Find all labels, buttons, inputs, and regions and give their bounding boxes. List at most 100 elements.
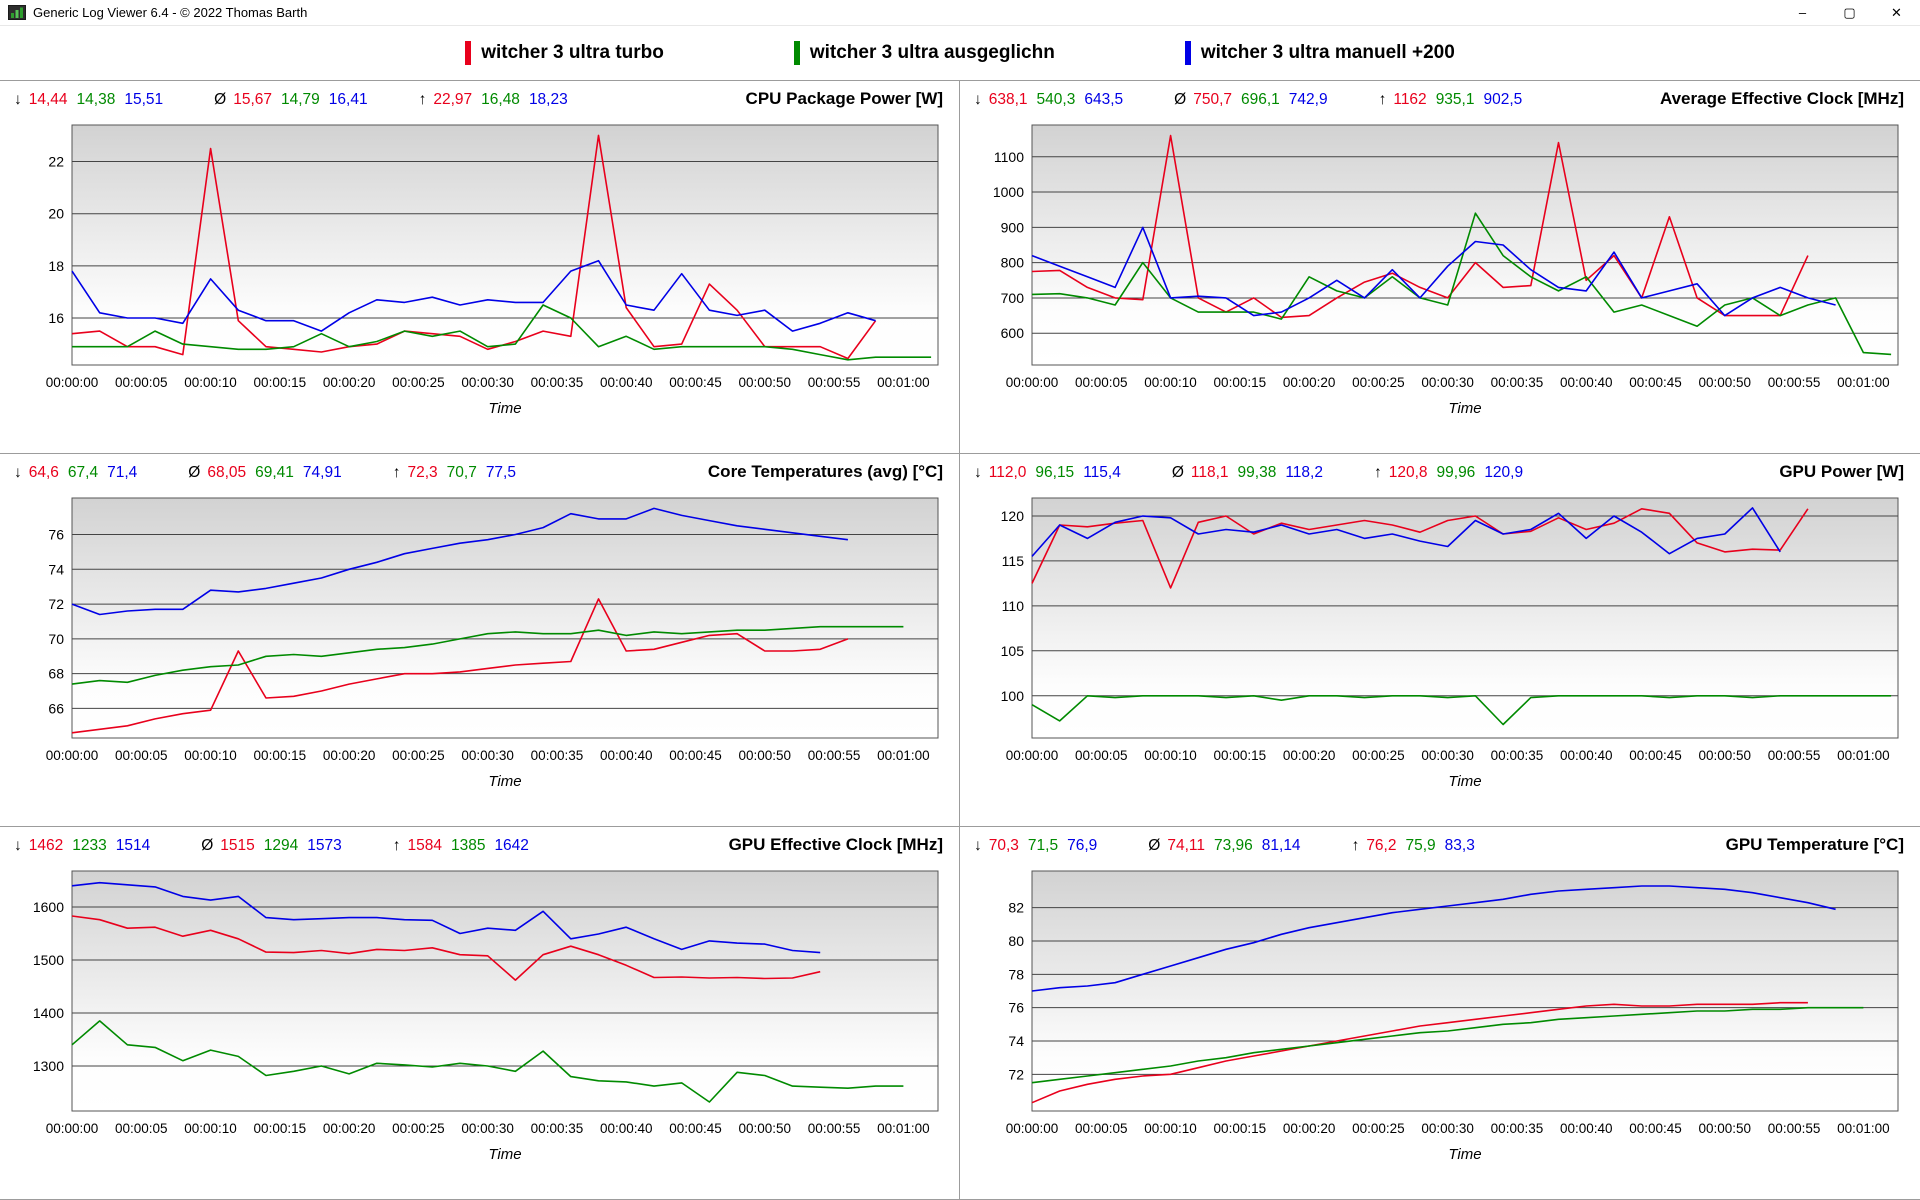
window-title: Generic Log Viewer 6.4 - © 2022 Thomas B… — [33, 5, 308, 20]
maximize-button[interactable]: ▢ — [1843, 4, 1856, 20]
y-tick-label: 800 — [1001, 255, 1025, 271]
x-tick-label: 00:00:35 — [1491, 1121, 1544, 1136]
stat-value: 14,38 — [76, 91, 116, 108]
x-tick-label: 00:00:55 — [1768, 1121, 1821, 1136]
chart-header: ↓ 70,3 71,5 76,9 Ø 74,11 73,96 81,14 ↑ 76,2 75,9 83… — [974, 835, 1910, 865]
stat-symbol-min: ↓ — [974, 91, 982, 108]
x-tick-label: 00:01:00 — [1837, 748, 1890, 763]
chart-plot: 72 74 76 78 80 82 00:00:00 00:00:05 00:00:10 00:0… — [1006, 870, 1899, 1163]
stat-value: 83,3 — [1444, 837, 1475, 854]
x-tick-label: 00:00:15 — [1214, 748, 1267, 763]
x-tick-label: 00:00:40 — [600, 375, 653, 390]
minimize-button[interactable]: – — [1798, 5, 1807, 20]
stat-value: 742,9 — [1288, 91, 1328, 108]
plot-background — [1031, 870, 1899, 1112]
y-tick-label: 120 — [1001, 508, 1025, 524]
y-tick-label: 78 — [1008, 966, 1024, 982]
window-controls: – ▢ ✕ — [1779, 0, 1920, 25]
stat-value: 1294 — [263, 837, 299, 854]
chart-plot: 66 68 70 72 74 76 00:00:00 00:00:05 00:00:10 00:0… — [46, 497, 939, 790]
x-tick-label: 00:00:20 — [1283, 1121, 1336, 1136]
stat-value: 14,79 — [281, 91, 320, 108]
close-button[interactable]: ✕ — [1891, 4, 1902, 20]
stat-value: 73,96 — [1213, 837, 1253, 854]
stat-value: 1642 — [494, 837, 529, 854]
y-tick-label: 74 — [48, 561, 64, 577]
stat-symbol-min: ↓ — [14, 837, 22, 854]
series-line — [1031, 507, 1809, 589]
stat-value: 75,9 — [1405, 837, 1436, 854]
legend-label: witcher 3 ultra manuell +200 — [1200, 42, 1455, 63]
series-line — [71, 881, 821, 954]
stat-value: 902,5 — [1483, 91, 1523, 108]
x-tick-label: 00:00:50 — [739, 748, 792, 763]
x-tick-label: 00:00:00 — [46, 375, 99, 390]
stat-group-avg: Ø 74,11 73,96 81,14 — [1148, 837, 1309, 854]
legend-color-marker — [465, 41, 472, 65]
y-tick-label: 600 — [1001, 325, 1025, 341]
x-tick-label: 00:00:40 — [1560, 748, 1613, 763]
stat-group-min: ↓ 112,0 96,15 115,4 — [974, 464, 1130, 481]
stat-value: 76,9 — [1067, 837, 1098, 854]
plot-area: 100 105 110 115 120 00:00:00 00:00:05 00:00:10 0… — [974, 492, 1910, 797]
y-tick-label: 68 — [48, 666, 64, 682]
legend-item: witcher 3 ultra ausgeglichn — [793, 41, 1055, 65]
stat-value: 74,91 — [302, 464, 342, 481]
y-tick-label: 16 — [48, 310, 64, 326]
y-tick-label: 22 — [48, 154, 64, 170]
stat-group-avg: Ø 68,05 69,41 74,91 — [188, 464, 350, 481]
x-tick-label: 00:00:25 — [1352, 748, 1405, 763]
stat-group-max: ↑ 72,3 70,7 77,5 — [393, 464, 525, 481]
stat-group-max: ↑ 120,8 99,96 120,9 — [1374, 464, 1532, 481]
series-line — [1031, 695, 1892, 726]
stat-symbol-avg: Ø — [1148, 837, 1161, 854]
x-tick-label: 00:00:45 — [669, 375, 722, 390]
y-tick-label: 18 — [48, 258, 64, 274]
y-tick-label: 110 — [1002, 598, 1025, 614]
chart-title: CPU Package Power [W] — [745, 89, 943, 108]
x-tick-label: 00:00:00 — [1006, 748, 1059, 763]
legend: witcher 3 ultra turbo witcher 3 ultra au… — [0, 26, 1920, 80]
stat-value: 112,0 — [988, 464, 1027, 481]
y-tick-label: 1600 — [33, 899, 64, 915]
stat-value: 70,3 — [988, 837, 1019, 854]
stat-value: 64,6 — [28, 464, 59, 481]
app-icon — [8, 5, 26, 20]
stat-value: 118,2 — [1285, 464, 1323, 481]
x-tick-label: 00:00:50 — [1699, 1121, 1752, 1136]
stat-group-min: ↓ 638,1 540,3 643,5 — [974, 91, 1132, 108]
x-tick-label: 00:00:55 — [808, 1121, 861, 1136]
y-tick-label: 74 — [1008, 1033, 1024, 1049]
series-line — [1031, 507, 1781, 557]
chart-title: GPU Temperature [°C] — [1725, 835, 1904, 854]
x-tick-label: 00:00:40 — [1560, 375, 1613, 390]
x-tick-label: 00:00:05 — [115, 748, 168, 763]
x-tick-label: 00:00:20 — [1283, 748, 1336, 763]
stat-symbol-max: ↑ — [1373, 464, 1382, 481]
stat-value: 99,38 — [1237, 464, 1277, 481]
x-tick-label: 00:01:00 — [1837, 1121, 1890, 1136]
x-tick-label: 00:00:25 — [1352, 1121, 1405, 1136]
stat-value: 15,51 — [124, 91, 164, 108]
x-tick-label: 00:00:55 — [1768, 375, 1821, 390]
x-tick-label: 00:00:00 — [1006, 375, 1059, 390]
chart-header: ↓ 64,6 67,4 71,4 Ø 68,05 69,41 74,91 ↑ 72,3 70,7 77… — [14, 462, 949, 492]
y-tick-label: 76 — [1008, 1000, 1024, 1016]
chart-title: Average Effective Clock [MHz] — [1659, 89, 1904, 108]
series-line — [1031, 885, 1836, 992]
stat-symbol-max: ↑ — [418, 91, 427, 108]
x-tick-label: 00:00:45 — [669, 1121, 722, 1136]
stat-group-avg: Ø 1515 1294 1573 — [201, 837, 351, 854]
series-line — [71, 625, 904, 685]
stat-value: 120,8 — [1388, 464, 1428, 481]
stat-value: 696,1 — [1241, 91, 1280, 108]
stat-value: 1515 — [220, 837, 255, 854]
plot-area: 72 74 76 78 80 82 00:00:00 00:00:05 00:00:10 00:0… — [974, 865, 1910, 1170]
x-tick-label: 00:00:35 — [531, 1121, 584, 1136]
x-tick-label: 00:00:45 — [1629, 748, 1682, 763]
series-line — [1031, 1001, 1808, 1104]
stat-symbol-avg: Ø — [201, 837, 214, 854]
x-tick-label: 00:00:05 — [115, 1121, 168, 1136]
x-tick-label: 00:00:00 — [46, 1121, 99, 1136]
y-tick-label: 82 — [1008, 900, 1024, 916]
